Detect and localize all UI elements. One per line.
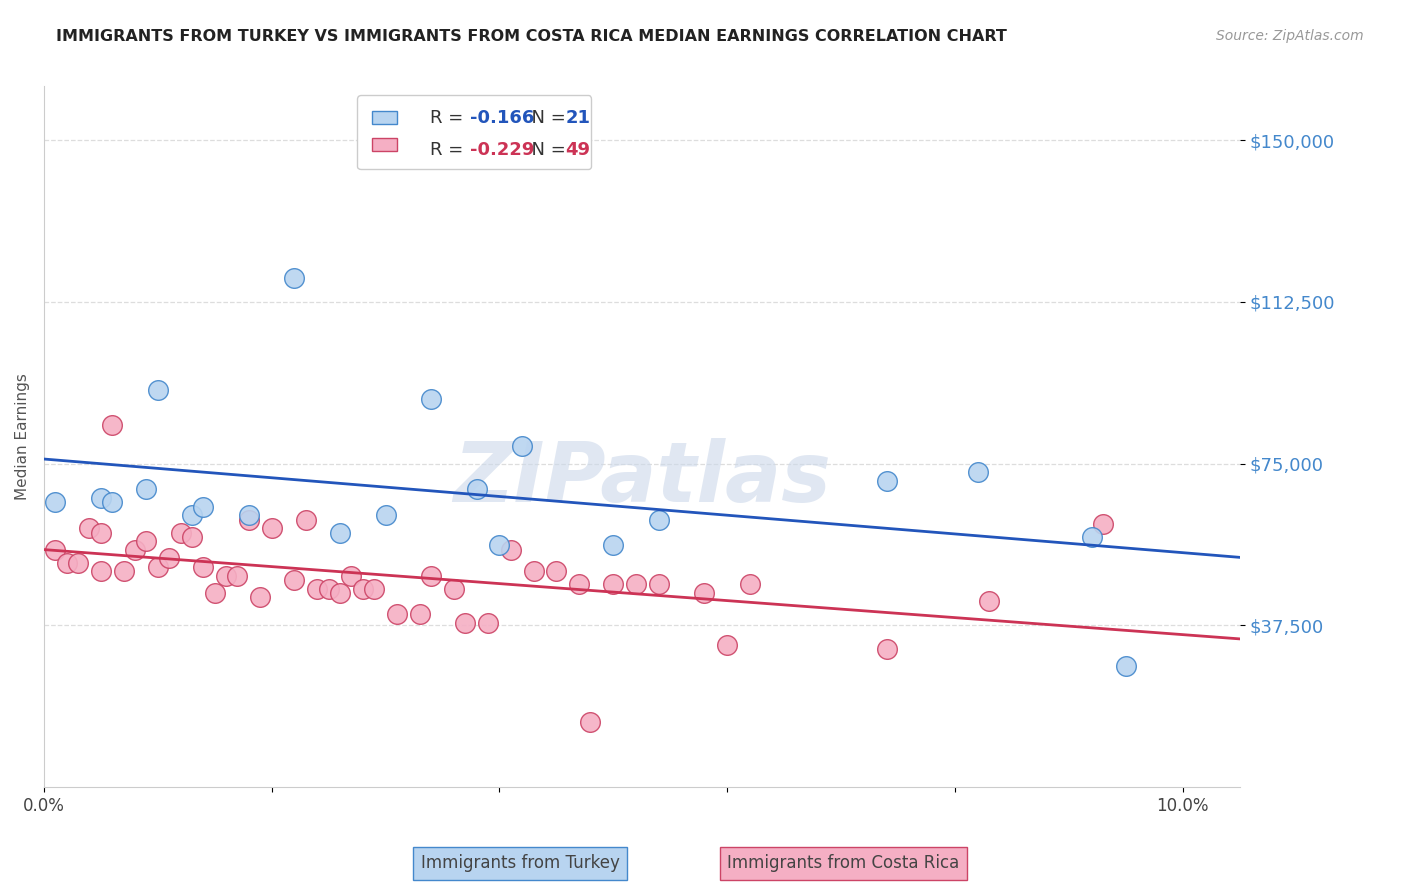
Point — [693, 586, 716, 600]
Point — [193, 560, 215, 574]
Point — [249, 590, 271, 604]
Point — [329, 586, 352, 600]
Point — [157, 551, 180, 566]
Point — [374, 508, 396, 523]
Point — [1091, 516, 1114, 531]
Point — [169, 525, 191, 540]
Point — [340, 568, 363, 582]
Point — [385, 607, 408, 622]
Legend: R =              N =    , R =              N =    : R = N = , R = N = — [357, 95, 592, 169]
Point — [876, 641, 898, 656]
Y-axis label: Median Earnings: Median Earnings — [15, 373, 30, 500]
Point — [226, 568, 249, 582]
Text: 49: 49 — [565, 141, 591, 159]
Point — [215, 568, 238, 582]
Text: Immigrants from Turkey: Immigrants from Turkey — [420, 855, 620, 872]
Text: N =: N = — [520, 141, 572, 159]
Text: R =: R = — [430, 141, 470, 159]
Point — [294, 512, 316, 526]
Point — [44, 495, 66, 509]
Point — [307, 582, 329, 596]
Point — [977, 594, 1000, 608]
Point — [454, 615, 477, 630]
Point — [204, 586, 226, 600]
Point — [124, 542, 146, 557]
Point — [146, 384, 169, 398]
Point — [716, 638, 738, 652]
Point — [648, 577, 671, 591]
Point — [238, 512, 260, 526]
Point — [510, 439, 533, 453]
Point — [499, 542, 522, 557]
Point — [181, 530, 204, 544]
Point — [363, 582, 385, 596]
Point — [465, 483, 488, 497]
Point — [1080, 530, 1102, 544]
Point — [443, 582, 465, 596]
Point — [876, 474, 898, 488]
Point — [260, 521, 283, 535]
Point — [420, 392, 443, 406]
Point — [44, 542, 66, 557]
Text: -0.166: -0.166 — [470, 109, 534, 127]
Point — [420, 568, 443, 582]
Point — [488, 538, 510, 552]
Text: Source: ZipAtlas.com: Source: ZipAtlas.com — [1216, 29, 1364, 43]
Point — [283, 271, 305, 285]
Point — [90, 525, 112, 540]
Point — [648, 512, 671, 526]
Point — [90, 564, 112, 578]
Point — [135, 534, 157, 549]
Point — [546, 564, 568, 578]
Point — [408, 607, 430, 622]
Point — [79, 521, 101, 535]
Point — [101, 417, 124, 432]
Point — [193, 500, 215, 514]
Text: N =: N = — [520, 109, 572, 127]
Point — [579, 715, 602, 730]
Point — [283, 573, 305, 587]
Point — [966, 465, 988, 479]
Text: ZIPatlas: ZIPatlas — [453, 438, 831, 519]
Point — [135, 483, 157, 497]
Point — [318, 582, 340, 596]
Text: 21: 21 — [565, 109, 591, 127]
Point — [67, 556, 90, 570]
Point — [352, 582, 374, 596]
Point — [101, 495, 124, 509]
Text: Immigrants from Costa Rica: Immigrants from Costa Rica — [727, 855, 960, 872]
Point — [181, 508, 204, 523]
Point — [90, 491, 112, 505]
Point — [568, 577, 591, 591]
Point — [602, 538, 624, 552]
Point — [1115, 659, 1137, 673]
Point — [238, 508, 260, 523]
Point — [477, 615, 499, 630]
Point — [329, 525, 352, 540]
Point — [738, 577, 761, 591]
Text: R =: R = — [430, 109, 470, 127]
Point — [602, 577, 624, 591]
Text: IMMIGRANTS FROM TURKEY VS IMMIGRANTS FROM COSTA RICA MEDIAN EARNINGS CORRELATION: IMMIGRANTS FROM TURKEY VS IMMIGRANTS FRO… — [56, 29, 1007, 44]
Text: -0.229: -0.229 — [470, 141, 534, 159]
Point — [624, 577, 647, 591]
Point — [522, 564, 544, 578]
Point — [55, 556, 77, 570]
Point — [146, 560, 169, 574]
Point — [112, 564, 135, 578]
